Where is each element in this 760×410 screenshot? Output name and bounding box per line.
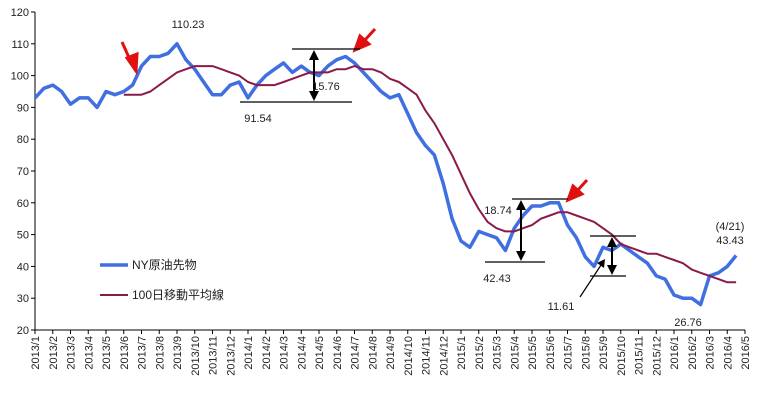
arrow-head	[516, 251, 526, 261]
x-tick-label: 2013/6	[119, 336, 131, 370]
y-tick-label: 60	[17, 198, 29, 210]
x-tick-label: 2015/2	[474, 336, 486, 370]
x-tick-label: 2015/8	[580, 336, 592, 370]
x-tick-label: 2015/7	[563, 336, 575, 370]
red-arrow-head	[124, 51, 139, 76]
x-tick-label: 2014/8	[367, 336, 379, 370]
x-tick-label: 2013/11	[208, 336, 220, 375]
arrow-head	[607, 237, 617, 247]
x-tick-label: 2013/3	[66, 336, 78, 370]
x-tick-label: 2016/2	[687, 336, 699, 370]
arrow-head	[597, 259, 605, 268]
arrow-head	[516, 200, 526, 210]
annotation: 110.23	[172, 19, 205, 31]
pointer	[579, 261, 604, 298]
red-arrow-head	[565, 183, 585, 203]
y-tick-label: 40	[17, 261, 29, 273]
x-tick-label: 2013/1	[30, 336, 42, 370]
x-tick-label: 2013/10	[190, 336, 202, 376]
y-tick-label: 100	[11, 71, 29, 83]
annotation: 26.76	[674, 317, 702, 329]
x-tick-label: 2013/7	[137, 336, 149, 370]
x-tick-label: 2014/10	[403, 336, 415, 376]
x-tick-label: 2015/4	[509, 336, 521, 370]
x-tick-label: 2013/2	[48, 336, 60, 370]
arrow-head	[607, 265, 617, 275]
annotation: 42.43	[483, 273, 511, 285]
x-tick-label: 2013/5	[101, 336, 113, 370]
y-tick-label: 110	[11, 39, 29, 51]
y-tick-label: 20	[17, 325, 29, 337]
x-tick-label: 2015/9	[598, 336, 610, 370]
y-tick-label: 120	[11, 7, 29, 19]
red-arrow-head	[352, 33, 372, 53]
arrow-head	[309, 91, 319, 101]
series-line	[33, 42, 738, 307]
x-tick-label: 2014/6	[332, 336, 344, 370]
x-tick-label: 2016/4	[722, 336, 734, 370]
x-tick-label: 2014/4	[296, 336, 308, 370]
x-tick-label: 2014/9	[385, 336, 397, 370]
x-tick-label: 2015/1	[456, 336, 468, 370]
y-tick-label: 50	[17, 230, 29, 242]
x-tick-label: 2015/3	[492, 336, 504, 370]
x-tick-label: 2014/11	[421, 336, 433, 375]
x-tick-label: 2014/5	[314, 336, 326, 370]
annotation: (4/21)	[716, 221, 745, 233]
x-tick-label: 2014/3	[279, 336, 291, 370]
x-tick-label: 2013/9	[172, 336, 184, 370]
x-tick-label: 2015/12	[651, 336, 663, 376]
legend-label: 100日移動平均線	[132, 287, 224, 302]
annotation: 91.54	[244, 113, 272, 125]
x-tick-label: 2016/1	[669, 336, 681, 370]
y-tick-label: 70	[17, 166, 29, 178]
arrows	[120, 27, 636, 298]
x-tick-label: 2013/8	[154, 336, 166, 370]
annotation: 18.74	[484, 205, 512, 217]
x-tick-label: 2015/6	[545, 336, 557, 370]
x-tick-label: 2013/4	[83, 336, 95, 370]
x-tick-label: 2015/11	[634, 336, 646, 375]
x-tick-label: 2014/1	[243, 336, 255, 370]
x-tick-label: 2015/5	[527, 336, 539, 370]
x-tick-label: 2016/3	[705, 336, 717, 370]
y-tick-label: 30	[17, 293, 29, 305]
red-arrow	[362, 27, 377, 43]
annotation: 11.61	[548, 301, 575, 313]
arrow-head	[309, 50, 319, 60]
legend-label: NY原油先物	[132, 258, 197, 272]
x-tick-label: 2014/12	[438, 336, 450, 376]
annotation: 15.76	[312, 81, 340, 93]
x-tick-label: 2015/10	[616, 336, 628, 376]
x-tick-label: 2014/2	[261, 336, 273, 370]
y-tick-label: 80	[17, 134, 29, 146]
x-tick-label: 2016/5	[740, 336, 752, 370]
x-tick-label: 2014/7	[350, 336, 362, 370]
annotation: 43.43	[716, 235, 744, 247]
series-line	[123, 65, 737, 284]
y-tick-label: 90	[17, 102, 29, 114]
x-tick-label: 2013/12	[225, 336, 237, 376]
